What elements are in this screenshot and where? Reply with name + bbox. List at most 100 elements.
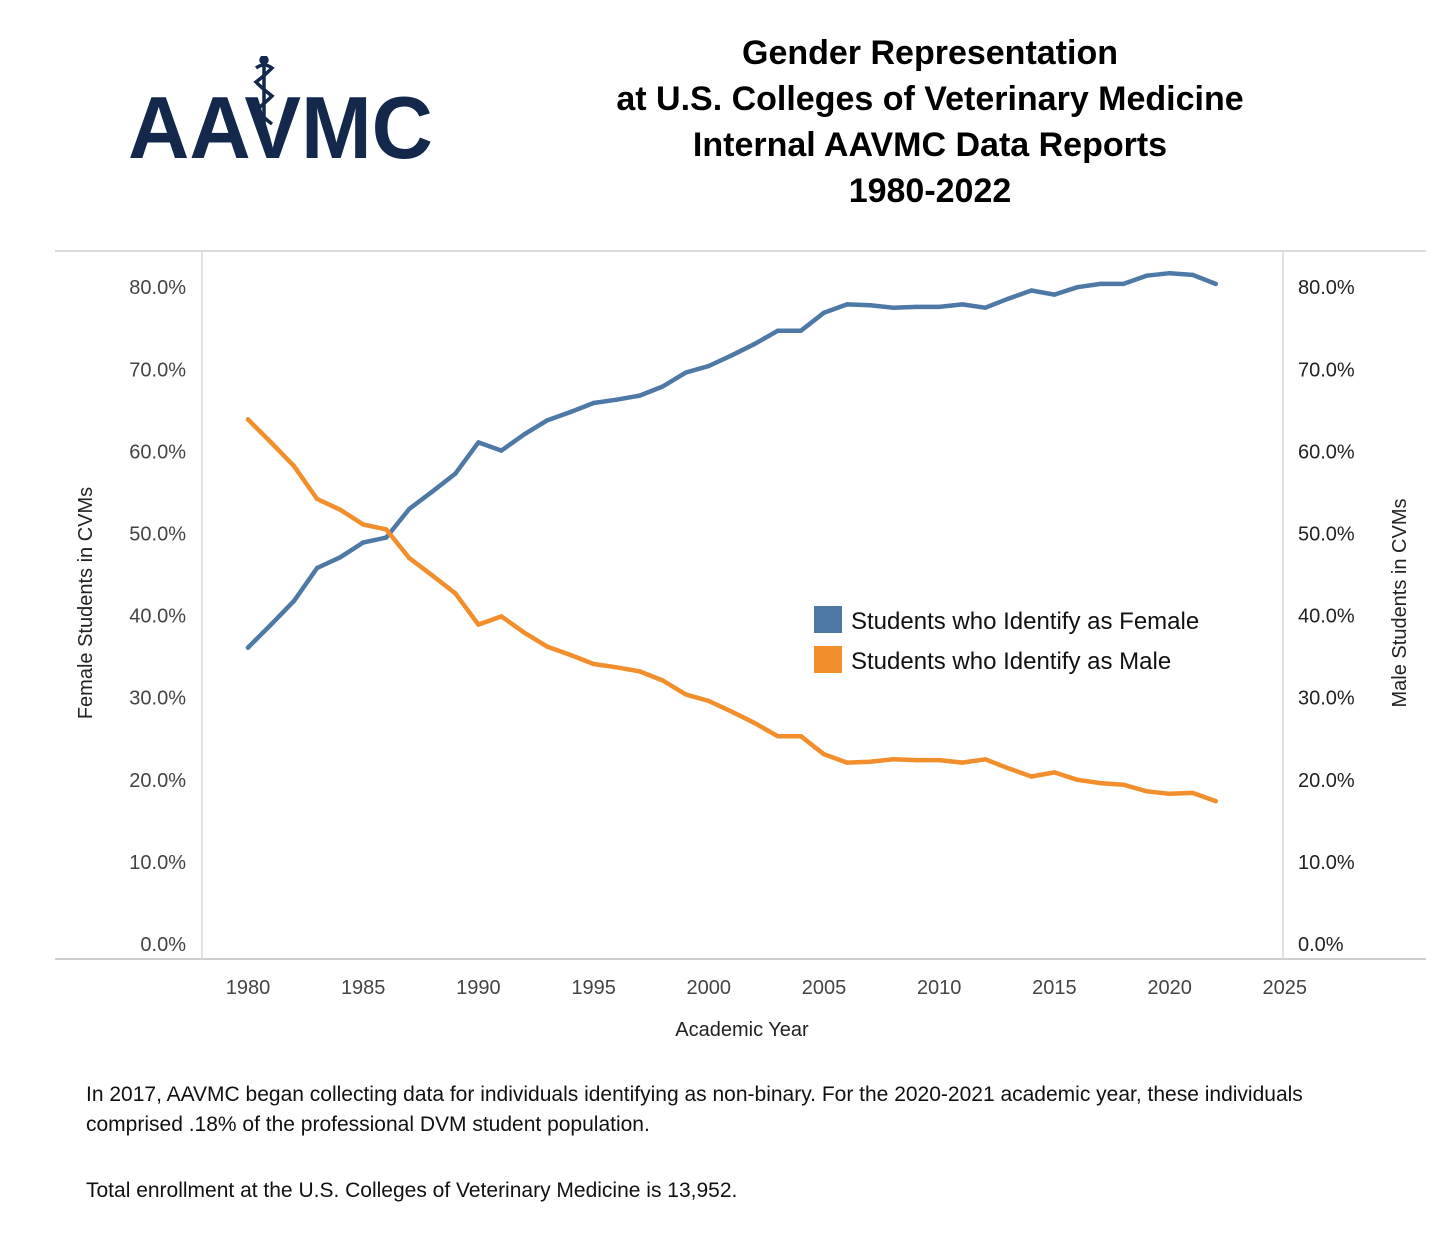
- x-tick-label: 2005: [802, 977, 847, 999]
- female-data-point: [430, 489, 435, 494]
- right-y-axis: 0.0% 10.0% 20.0% 30.0% 40.0% 50.0% 60.0% 70.0% 8…: [1298, 277, 1355, 956]
- y-tick-label-right: 10.0%: [1298, 852, 1355, 874]
- female-data-point: [291, 598, 297, 603]
- non-binary-note: In 2017, AAVMC began collecting data for…: [86, 1083, 1303, 1136]
- y-tick-label-left: 50.0%: [129, 524, 186, 546]
- female-data-point: [706, 363, 711, 369]
- male-data-point: [660, 678, 665, 683]
- female-data-point: [453, 471, 458, 476]
- male-data-point: [1121, 782, 1126, 787]
- y-tick-label-left: 40.0%: [129, 606, 186, 628]
- male-data-point: [1213, 798, 1218, 804]
- title-line-2: at U.S. Colleges of Veterinary Medicine: [616, 80, 1244, 118]
- male-data-point: [476, 622, 481, 627]
- male-data-point: [453, 591, 458, 596]
- female-data-point: [476, 440, 481, 445]
- x-tick-label: 1995: [571, 977, 616, 999]
- series-lines: [245, 270, 1218, 804]
- female-data-point: [637, 393, 642, 398]
- aavmc-logo: AAVMC: [128, 56, 433, 166]
- female-data-point: [752, 341, 758, 346]
- female-data-point: [821, 310, 827, 315]
- male-data-point: [983, 757, 988, 762]
- x-tick-label: 1990: [456, 977, 501, 999]
- chart-title: Gender Representation at U.S. Colleges o…: [520, 30, 1340, 214]
- female-data-point: [890, 305, 896, 310]
- male-data-point: [637, 669, 642, 674]
- female-data-point: [545, 418, 550, 423]
- y-tick-label-right: 70.0%: [1298, 359, 1355, 381]
- male-data-point: [706, 698, 711, 704]
- female-data-point: [1052, 292, 1057, 297]
- x-tick-label: 2000: [687, 977, 732, 999]
- male-data-point: [338, 507, 343, 512]
- y-tick-label-left: 10.0%: [129, 852, 186, 874]
- y-tick-label-right: 0.0%: [1298, 934, 1344, 956]
- aavmc-logo-text: AAVMC: [128, 78, 433, 166]
- male-data-point: [1144, 789, 1149, 794]
- y-tick-label-left: 0.0%: [140, 934, 186, 956]
- male-data-point: [1052, 770, 1057, 775]
- male-data-point: [614, 665, 619, 670]
- male-data-point: [361, 522, 366, 527]
- female-data-point: [683, 370, 688, 375]
- male-data-point: [867, 759, 873, 764]
- female-data-point: [361, 540, 366, 545]
- male-data-point: [798, 734, 804, 739]
- female-data-point: [798, 328, 804, 333]
- female-data-point: [1075, 285, 1080, 290]
- legend-label-male: Students who Identify as Male: [851, 648, 1171, 675]
- male-data-point: [522, 630, 527, 635]
- right-y-axis-label: Male Students in CVMs: [1389, 499, 1411, 708]
- female-data-point: [983, 305, 988, 310]
- male-data-point: [1075, 777, 1080, 782]
- x-tick-label: 2020: [1147, 977, 1192, 999]
- female-data-point: [1144, 273, 1149, 278]
- female-data-point: [937, 304, 942, 310]
- male-data-point: [960, 760, 965, 765]
- y-tick-label-left: 80.0%: [129, 277, 186, 299]
- female-data-point: [1190, 272, 1195, 278]
- female-data-point: [614, 397, 619, 402]
- x-tick-label: 2010: [917, 977, 962, 999]
- y-tick-label-left: 20.0%: [129, 770, 186, 792]
- x-tick-label: 1985: [341, 977, 386, 999]
- y-tick-label-left: 70.0%: [129, 359, 186, 381]
- male-data-point: [1167, 791, 1172, 796]
- female-data-point: [268, 622, 274, 627]
- male-data-point: [499, 614, 504, 619]
- female-data-point: [1098, 281, 1103, 287]
- male-data-point: [1098, 780, 1103, 786]
- title-line-1: Gender Representation: [742, 34, 1118, 72]
- male-data-point: [291, 464, 297, 469]
- male-data-point: [1006, 766, 1011, 771]
- left-y-axis: 0.0% 10.0% 20.0% 30.0% 40.0% 50.0% 60.0% 70.0% 8…: [129, 277, 186, 956]
- female-data-point: [314, 565, 320, 571]
- legend-label-female: Students who Identify as Female: [851, 608, 1199, 635]
- female-data-point: [1121, 281, 1126, 287]
- female-data-point: [338, 555, 343, 560]
- female-data-point: [1006, 296, 1011, 301]
- male-data-point: [914, 757, 919, 763]
- female-data-point: [568, 409, 573, 415]
- female-data-point: [660, 384, 665, 389]
- female-series-line: [245, 270, 1218, 650]
- male-data-point: [430, 573, 435, 578]
- male-data-point: [844, 760, 850, 765]
- y-tick-label-right: 40.0%: [1298, 606, 1355, 628]
- y-tick-label-left: 60.0%: [129, 441, 186, 463]
- male-data-point: [591, 661, 596, 667]
- chart-frame: [55, 250, 1426, 960]
- male-data-point: [821, 752, 827, 757]
- caduceus-icon: [253, 56, 275, 136]
- title-line-4: 1980-2022: [848, 172, 1012, 210]
- female-data-point: [384, 535, 389, 540]
- male-data-point: [683, 692, 688, 697]
- legend-swatch-female: [814, 606, 842, 633]
- x-axis-label: Academic Year: [675, 1019, 809, 1041]
- male-data-point: [545, 644, 550, 649]
- male-data-point: [568, 652, 573, 658]
- female-data-point: [591, 400, 596, 406]
- female-data-point: [867, 303, 873, 308]
- y-tick-label-left: 30.0%: [129, 688, 186, 710]
